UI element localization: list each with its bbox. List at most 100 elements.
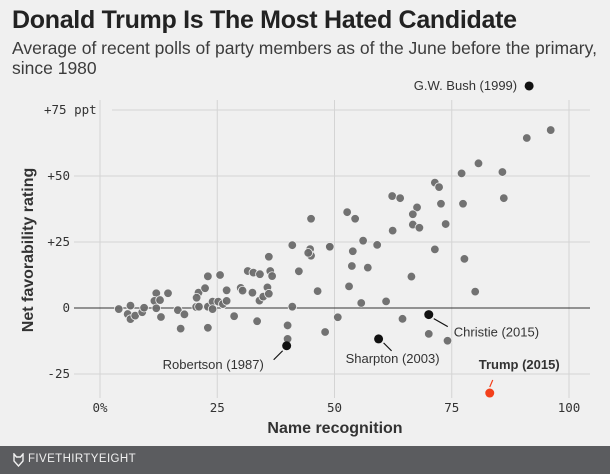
tick-labels: 0% 25 50 75 100 +75 ppt +50 +25 0 -25 xyxy=(44,102,580,415)
data-point xyxy=(395,193,405,203)
fox-logo-icon xyxy=(13,453,24,467)
data-point xyxy=(430,244,440,255)
data-point xyxy=(163,288,173,298)
y-tick-label: -25 xyxy=(47,366,70,381)
data-point xyxy=(191,293,202,303)
x-tick-label: 100 xyxy=(558,400,581,415)
data-point xyxy=(151,303,161,313)
data-point xyxy=(459,254,470,264)
data-point xyxy=(363,262,373,273)
data-point xyxy=(358,235,368,246)
data-point xyxy=(252,316,262,326)
point-label: Trump (2015) xyxy=(479,357,560,372)
data-point xyxy=(350,214,360,224)
data-point xyxy=(221,285,232,296)
data-point xyxy=(264,289,274,299)
data-point xyxy=(125,300,136,311)
data-point xyxy=(440,219,451,229)
data-point xyxy=(200,283,210,293)
data-point xyxy=(473,158,484,169)
data-point xyxy=(247,287,258,298)
data-point xyxy=(387,225,398,236)
data-point xyxy=(342,207,352,217)
data-point xyxy=(406,271,417,282)
data-point xyxy=(344,281,354,292)
data-point xyxy=(499,193,509,203)
x-tick-label: 25 xyxy=(210,400,225,415)
data-point xyxy=(229,311,239,321)
highlighted-point xyxy=(524,81,534,91)
y-tick-label: +25 xyxy=(47,234,70,249)
data-point xyxy=(347,261,357,271)
data-point xyxy=(264,252,274,262)
data-point xyxy=(221,296,232,306)
point-label: Christie (2015) xyxy=(454,325,539,340)
data-point xyxy=(546,125,556,135)
scatter-chart: 0% 25 50 75 100 +75 ppt +50 +25 0 -25 G.W. Bush (… xyxy=(20,78,590,437)
data-point xyxy=(381,296,391,307)
data-point xyxy=(320,327,330,337)
data-point xyxy=(207,304,218,314)
x-tick-label: 0% xyxy=(92,400,108,415)
annotation-leader-line xyxy=(383,342,393,352)
y-tick-label: +50 xyxy=(47,168,70,183)
annotation-leader-line xyxy=(433,318,449,328)
highlighted-point xyxy=(282,341,292,351)
annotation-leader-line xyxy=(273,350,284,361)
data-point xyxy=(173,305,183,315)
data-point xyxy=(436,199,446,209)
data-point xyxy=(408,209,418,219)
data-point xyxy=(255,269,265,279)
data-point xyxy=(348,246,358,256)
fivethirtyeight-logo: FIVETHIRTYEIGHT xyxy=(28,453,137,465)
data-point xyxy=(155,295,165,305)
data-point xyxy=(397,314,408,324)
data-point xyxy=(325,242,335,252)
x-axis-label: Name recognition xyxy=(267,420,402,437)
x-tick-label: 50 xyxy=(327,400,342,415)
data-point xyxy=(312,286,323,296)
data-point xyxy=(458,199,468,209)
data-point xyxy=(287,301,297,312)
data-point xyxy=(372,240,382,250)
y-axis-label: Net favorability rating xyxy=(20,168,37,332)
data-point xyxy=(356,298,366,308)
data-point xyxy=(203,323,213,333)
point-label: Sharpton (2003) xyxy=(346,351,440,366)
data-point xyxy=(194,301,204,312)
data-point xyxy=(424,329,434,339)
chart-subtitle: Average of recent polls of party members… xyxy=(12,38,597,78)
data-point xyxy=(114,304,124,314)
data-point xyxy=(215,270,225,280)
y-tick-label: 0 xyxy=(62,300,70,315)
point-annotations: G.W. Bush (1999) Christie (2015) Sharpton … xyxy=(163,78,560,398)
highlighted-point xyxy=(424,310,434,320)
annotation-leader-line xyxy=(489,379,494,388)
data-point xyxy=(306,214,316,224)
chart-title: Donald Trump Is The Most Hated Candidate xyxy=(12,6,517,34)
data-point xyxy=(267,271,277,281)
highlighted-point xyxy=(485,388,495,398)
data-points xyxy=(114,125,556,346)
data-point xyxy=(287,240,297,250)
footer-bar: FIVETHIRTYEIGHT xyxy=(0,446,610,474)
x-tick-label: 75 xyxy=(444,400,459,415)
data-point xyxy=(282,320,293,331)
data-point xyxy=(156,312,166,322)
data-point xyxy=(470,286,480,297)
point-label: Robertson (1987) xyxy=(163,357,264,372)
data-point xyxy=(456,168,467,179)
data-point xyxy=(333,312,343,322)
data-point xyxy=(522,133,532,143)
data-point xyxy=(139,303,149,313)
point-label: G.W. Bush (1999) xyxy=(414,78,517,93)
highlighted-point xyxy=(374,334,384,344)
data-point xyxy=(434,182,444,192)
data-point xyxy=(387,191,397,201)
data-point xyxy=(497,167,508,177)
data-point xyxy=(303,248,313,258)
data-point xyxy=(237,285,248,296)
data-point xyxy=(442,336,453,346)
data-point xyxy=(414,223,425,233)
data-point xyxy=(175,323,186,334)
